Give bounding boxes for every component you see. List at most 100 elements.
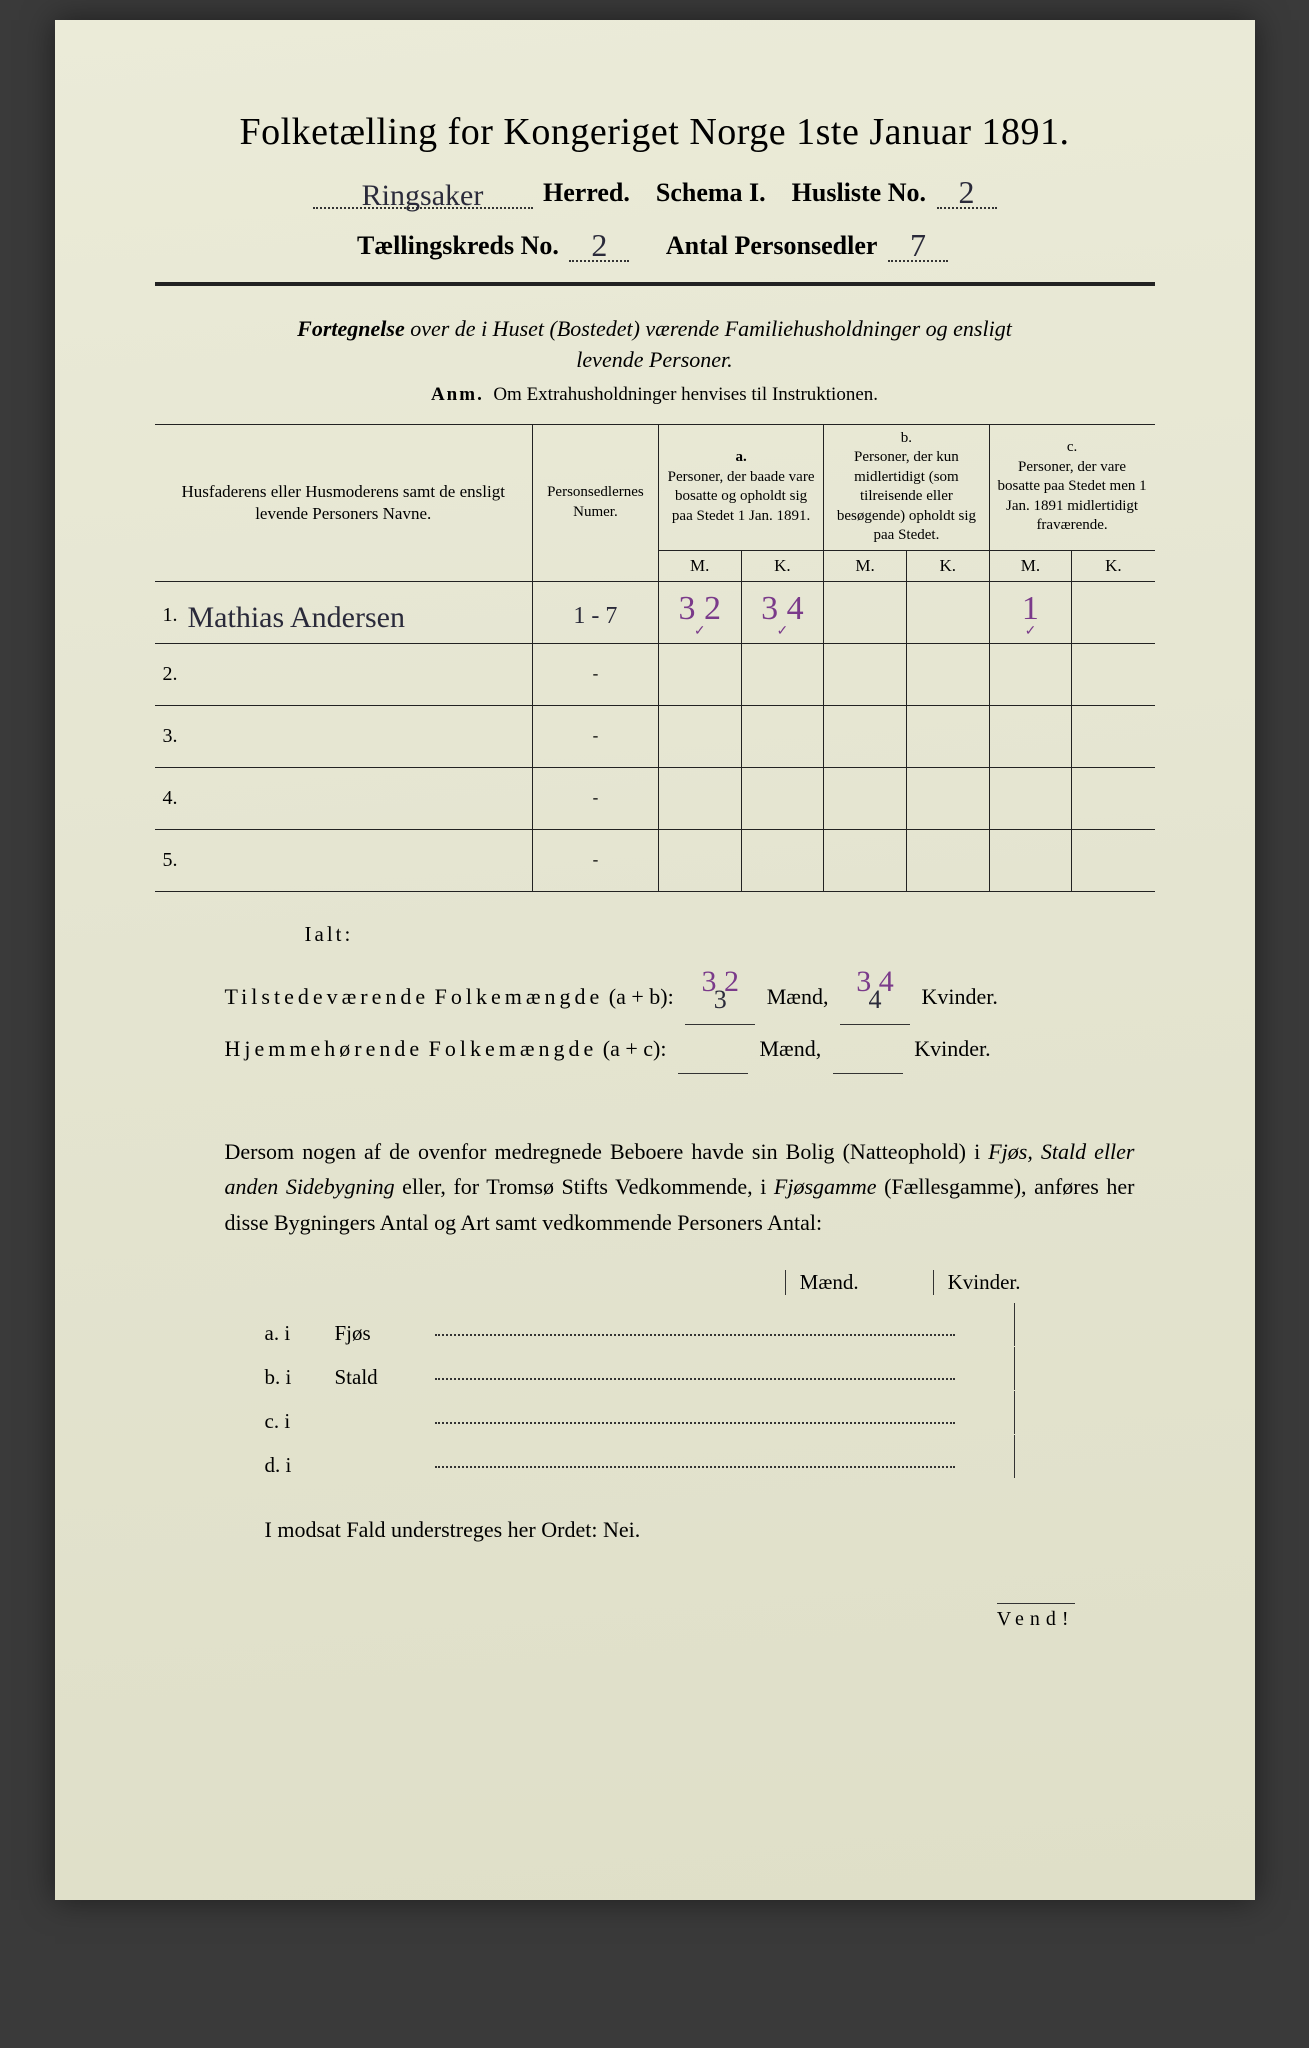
- husliste-label: Husliste No.: [792, 178, 926, 207]
- sum-ab-m: 3 2 3: [685, 967, 755, 1025]
- row-b-m: [824, 581, 907, 643]
- divider-rule: [155, 282, 1155, 286]
- herred-label: Herred.: [543, 178, 630, 207]
- th-c-text: Personer, der vare bosatte paa Stedet me…: [997, 459, 1146, 534]
- row-sedler: -: [532, 829, 658, 891]
- personsedler-field: 7: [888, 223, 948, 262]
- th-c-k: K.: [1072, 550, 1155, 581]
- row-num: 3.: [163, 725, 178, 747]
- herred-value: Ringsaker: [362, 179, 484, 212]
- th-c: c. Personer, der vare bosatte paa Stedet…: [989, 424, 1154, 550]
- abcd-b-label: b. i: [265, 1355, 335, 1399]
- th-c-m: M.: [989, 550, 1072, 581]
- th-a-text: Personer, der baade vare bosatte og opho…: [668, 469, 815, 524]
- th-b-k: K.: [906, 550, 989, 581]
- row-a-m: 3 2: [678, 590, 721, 627]
- abcd-row-a: a. i Fjøs: [265, 1311, 1155, 1355]
- summary-line-2: Hjemmehørende Folkemængde (a + c): Mænd,…: [225, 1025, 1155, 1074]
- header-line-2: Tællingskreds No. 2 Antal Personsedler 7: [155, 225, 1155, 264]
- table-row: 3. -: [155, 705, 1155, 767]
- mk-header: Mænd. Kvinder.: [155, 1270, 1035, 1295]
- maend-col: Mænd.: [785, 1270, 873, 1295]
- ac-label: (a + c):: [603, 1036, 667, 1061]
- kreds-value: 2: [591, 227, 607, 263]
- abcd-dots: [435, 1359, 955, 1380]
- census-table: Husfaderens eller Husmoderens samt de en…: [155, 424, 1155, 892]
- table-row: 4. -: [155, 767, 1155, 829]
- folkem-label-2: Folkemængde: [429, 1036, 598, 1061]
- row-a-k: 3 4: [761, 590, 804, 627]
- sum-ac-m: [678, 1025, 748, 1074]
- row-c-m: 1: [1022, 590, 1039, 627]
- th-b: b. Personer, der kun midlertidigt (som t…: [824, 424, 989, 550]
- husliste-value: 2: [959, 174, 975, 210]
- census-form-page: Folketælling for Kongeriget Norge 1ste J…: [55, 20, 1255, 1900]
- th-b-label: b.: [901, 430, 912, 446]
- th-a-k: K.: [741, 550, 824, 581]
- personsedler-label: Antal Personsedler: [666, 231, 878, 260]
- summary-block: Tilstedeværende Folkemængde (a + b): 3 2…: [225, 967, 1155, 1075]
- tilstede-label: Tilstedeværende: [225, 984, 430, 1009]
- row-name: Mathias Andersen: [188, 601, 405, 634]
- abcd-a-label: a. i: [265, 1311, 335, 1355]
- sum-ab-k-under: 4: [868, 985, 881, 1014]
- row-c-k: [1072, 581, 1155, 643]
- th-a: a. Personer, der baade vare bosatte og o…: [658, 424, 823, 550]
- th-b-text: Personer, der kun midlertidigt (som tilr…: [837, 449, 976, 543]
- row-sedler: -: [532, 705, 658, 767]
- abcd-row-d: d. i: [265, 1443, 1155, 1487]
- abcd-dots: [435, 1315, 955, 1336]
- kvinder-label: Kvinder.: [921, 984, 997, 1009]
- th-a-label: a.: [735, 449, 746, 465]
- summary-line-1: Tilstedeværende Folkemængde (a + b): 3 2…: [225, 967, 1155, 1025]
- row-num: 5.: [163, 849, 178, 871]
- anm-prefix: Anm.: [431, 384, 484, 405]
- bolig-paragraph: Dersom nogen af de ovenfor medregnede Be…: [225, 1134, 1135, 1240]
- maend-label-2: Mænd,: [759, 1036, 821, 1061]
- schema-label: Schema I.: [656, 178, 766, 207]
- sum-ab-m-under: 3: [714, 985, 727, 1014]
- kvinder-label-2: Kvinder.: [914, 1036, 990, 1061]
- table-row: 5. -: [155, 829, 1155, 891]
- table-row: 1.Mathias Andersen 1 - 7 3 2✓ 3 4✓ 1✓: [155, 581, 1155, 643]
- abcd-b-word: Stald: [335, 1355, 435, 1399]
- modsat-line: I modsat Fald understreges her Ordet: Ne…: [265, 1517, 1155, 1543]
- row-b-k: [906, 581, 989, 643]
- sum-ab-k: 3 4 4: [840, 967, 910, 1025]
- th-c-label: c.: [1067, 439, 1077, 455]
- row-num: 1.: [163, 604, 178, 626]
- row-num: 2.: [163, 663, 178, 685]
- anm-text: Om Extrahusholdninger henvises til Instr…: [493, 384, 878, 405]
- folkem-label: Folkemængde: [435, 984, 604, 1009]
- row-sedler: -: [532, 767, 658, 829]
- personsedler-value: 7: [910, 227, 926, 263]
- abcd-dots: [435, 1403, 955, 1424]
- vend-label: Vend!: [997, 1603, 1075, 1631]
- th-name: Husfaderens eller Husmoderens samt de en…: [155, 424, 533, 581]
- abcd-a-word: Fjøs: [335, 1311, 435, 1355]
- maend-label: Mænd,: [767, 984, 829, 1009]
- abcd-d-label: d. i: [265, 1443, 335, 1487]
- kreds-label: Tællingskreds No.: [357, 231, 559, 260]
- kvinder-col: Kvinder.: [933, 1270, 1035, 1295]
- row-num: 4.: [163, 787, 178, 809]
- sum-ac-k: [833, 1025, 903, 1074]
- row-sedler: 1 - 7: [573, 603, 617, 629]
- row-sedler: -: [532, 643, 658, 705]
- anm-note: Anm. Om Extrahusholdninger henvises til …: [155, 384, 1155, 406]
- abcd-c-label: c. i: [265, 1399, 335, 1443]
- ialt-label: Ialt:: [305, 922, 1155, 947]
- abcd-list: a. i Fjøs b. i Stald c. i d. i: [265, 1311, 1155, 1487]
- ab-label: (a + b):: [609, 984, 674, 1009]
- husliste-field: 2: [937, 170, 997, 209]
- header-line-1: Ringsaker Herred. Schema I. Husliste No.…: [155, 172, 1155, 211]
- kreds-field: 2: [569, 223, 629, 262]
- abcd-row-c: c. i: [265, 1399, 1155, 1443]
- th-numer: Personsedlernes Numer.: [532, 424, 658, 581]
- herred-field: Ringsaker: [313, 173, 533, 209]
- abcd-row-b: b. i Stald: [265, 1355, 1155, 1399]
- hjemme-label: Hjemmehørende: [225, 1036, 424, 1061]
- subtitle: Fortegnelse over de i Huset (Bostedet) v…: [155, 314, 1155, 376]
- th-a-m: M.: [658, 550, 741, 581]
- abcd-dots: [435, 1447, 955, 1468]
